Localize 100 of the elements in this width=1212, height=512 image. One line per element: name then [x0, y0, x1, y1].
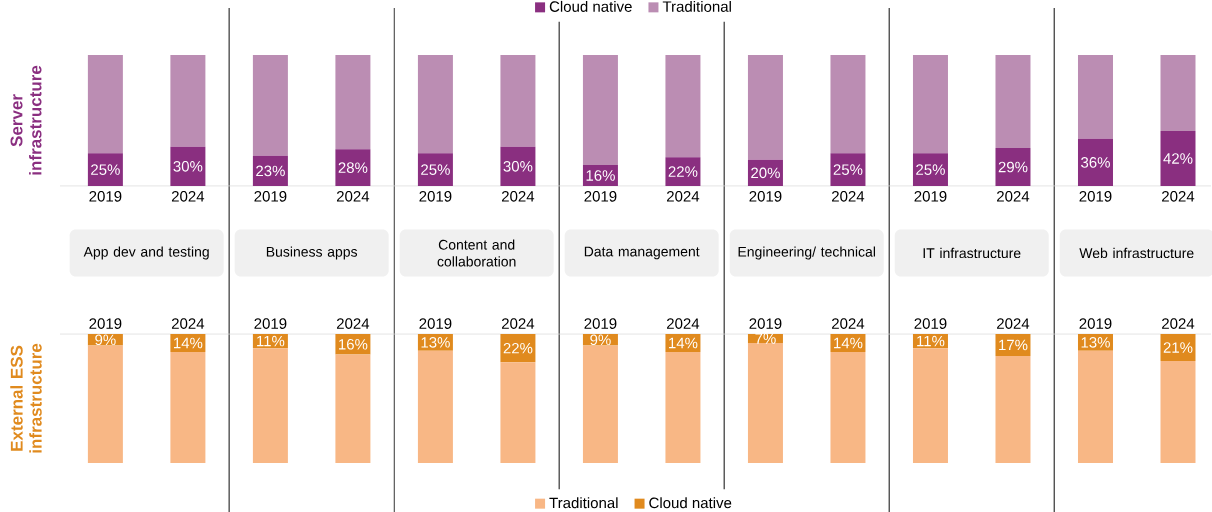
x-tick-label: 2024 [667, 318, 700, 329]
x-tick-label: 2024 [1162, 191, 1195, 202]
text: Web infrastructure [1079, 247, 1194, 259]
x-tick-label: 2019 [254, 318, 287, 329]
data-label: 9% [95, 334, 116, 346]
bar [912, 54, 948, 154]
x-tick-label: 2019 [749, 318, 782, 329]
data-label: 16% [586, 170, 615, 181]
x-tick-label: 2019 [419, 318, 452, 329]
text: IT infrastructure [923, 247, 1021, 259]
data-label: 29% [998, 161, 1028, 173]
bar [747, 343, 783, 463]
bar [170, 54, 206, 147]
data-label: 7% [755, 333, 776, 344]
bar [995, 54, 1031, 148]
bar [1160, 333, 1196, 362]
data-label: 25% [833, 164, 863, 175]
x-tick-label: 2024 [832, 318, 865, 329]
bar [1077, 54, 1113, 139]
bar [1077, 138, 1113, 186]
y-axis-title: Server infrastructure [10, 65, 42, 175]
x-tick-label: 2024 [832, 191, 865, 202]
bar [830, 352, 866, 463]
x-tick-label: 2024 [997, 318, 1030, 329]
bar [995, 333, 1031, 356]
bar [995, 148, 1031, 186]
text: Engineering/ technical [738, 246, 875, 260]
bar [747, 54, 783, 160]
bar [417, 54, 453, 154]
bar [335, 149, 371, 186]
data-label: 30% [173, 161, 203, 172]
x-tick-label: 2019 [419, 191, 452, 202]
bar [665, 54, 701, 158]
bar [1077, 350, 1113, 463]
legend-label: Cloud native [649, 497, 732, 509]
legend-label: Cloud native [549, 0, 632, 12]
bar [995, 355, 1031, 463]
data-label: 42% [1163, 153, 1193, 164]
data-label: 25% [91, 164, 120, 175]
legend-label: Traditional [662, 0, 731, 12]
bar [335, 54, 371, 150]
bar [1160, 54, 1196, 131]
data-label: 22% [503, 342, 533, 354]
bar [417, 153, 453, 186]
data-label: 16% [339, 338, 368, 350]
data-label: 13% [421, 337, 450, 348]
data-label: 25% [916, 164, 945, 175]
data-label: 20% [751, 167, 780, 179]
x-tick-label: 2019 [1079, 191, 1112, 202]
bar [830, 54, 866, 154]
bar [252, 54, 288, 156]
bar [417, 350, 453, 463]
x-tick-label: 2019 [254, 191, 287, 202]
data-label: 30% [503, 161, 533, 172]
data-label: 22% [668, 166, 698, 177]
bar [582, 345, 618, 463]
data-label: 13% [1081, 337, 1110, 348]
x-tick-label: 2024 [336, 191, 370, 202]
bar [500, 146, 536, 186]
bar [912, 153, 948, 186]
bar [170, 146, 206, 186]
bar [335, 354, 371, 463]
x-tick-label: 2019 [584, 318, 617, 329]
data-label: 21% [1163, 342, 1193, 353]
bar [87, 54, 123, 154]
x-tick-label: 2024 [336, 318, 370, 329]
x-tick-label: 2019 [89, 191, 122, 202]
bar [665, 352, 701, 463]
x-tick-label: 2024 [502, 318, 535, 329]
bar [830, 153, 866, 186]
bar [87, 153, 123, 186]
bar [252, 155, 288, 186]
data-label: 25% [421, 164, 450, 175]
x-tick-label: 2024 [171, 318, 205, 329]
y-axis-title: External ESS infrastructure [10, 343, 42, 453]
text: Business apps [266, 246, 358, 260]
bar [1160, 130, 1196, 186]
bar [500, 362, 536, 463]
data-label: 36% [1081, 157, 1110, 168]
x-tick-label: 2019 [749, 191, 782, 202]
x-tick-label: 2019 [914, 191, 947, 202]
bar [170, 352, 206, 463]
x-tick-label: 2024 [667, 191, 700, 202]
x-tick-label: 2019 [1079, 318, 1112, 329]
bar [1160, 361, 1196, 463]
x-tick-label: 2019 [584, 191, 617, 202]
text: Data management [584, 246, 700, 260]
text: App dev and testing [83, 246, 209, 260]
data-label: 23% [256, 165, 285, 177]
data-label: 14% [669, 337, 698, 349]
x-tick-label: 2024 [1162, 318, 1195, 329]
data-label: 17% [999, 339, 1028, 351]
bar [582, 54, 618, 166]
data-label: 9% [590, 334, 611, 346]
x-tick-label: 2024 [997, 191, 1030, 202]
legend-label: Traditional [549, 497, 618, 509]
bar [500, 54, 536, 147]
data-label: 14% [174, 337, 203, 349]
data-label: 11% [257, 335, 285, 347]
bar [87, 345, 123, 463]
